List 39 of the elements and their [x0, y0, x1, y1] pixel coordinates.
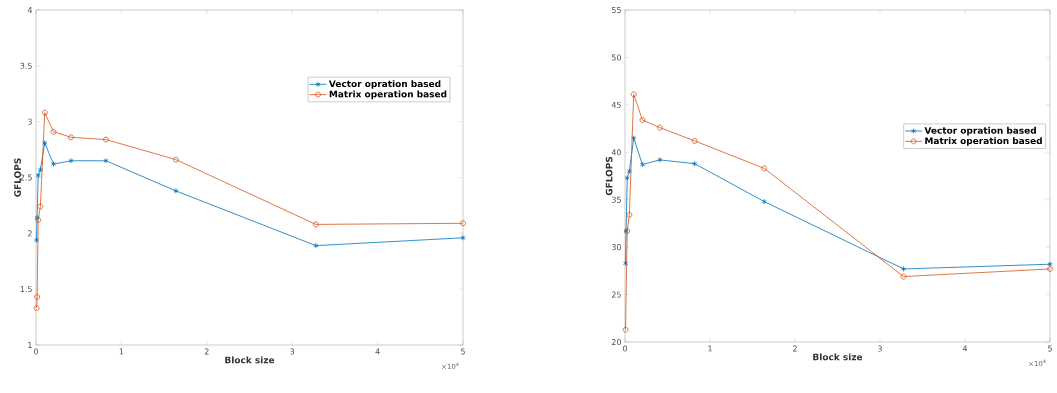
point [35, 172, 41, 179]
point [50, 161, 57, 167]
point [50, 128, 57, 135]
point [630, 91, 637, 98]
point [900, 266, 907, 272]
point [626, 168, 632, 175]
point [173, 156, 179, 163]
point [312, 221, 319, 228]
point [34, 294, 40, 300]
point [103, 157, 109, 164]
legend-label: Matrix operation based [925, 137, 1042, 146]
point [173, 188, 179, 194]
point [900, 273, 907, 280]
point [761, 165, 768, 172]
legend-label: Vector opration based [328, 80, 441, 89]
point [761, 198, 767, 205]
x-axis-title: Block size [225, 356, 275, 364]
y-axis-title: GFLOPS [605, 156, 613, 196]
point [626, 212, 633, 218]
y-axis-title: GFLOPS [14, 158, 21, 197]
point [37, 166, 43, 173]
point [68, 157, 74, 164]
point [631, 135, 637, 141]
point [639, 161, 645, 168]
x-axis-title: Block size [813, 353, 863, 361]
point [313, 242, 319, 249]
legend-label: Vector opration based [924, 126, 1036, 136]
point [624, 175, 630, 181]
point [656, 124, 663, 131]
point [103, 136, 109, 143]
legend-label: Matrix operation based [329, 90, 447, 100]
point [68, 134, 74, 141]
point [639, 117, 646, 123]
point [37, 203, 44, 210]
point [42, 139, 48, 146]
point [692, 160, 698, 167]
point [691, 138, 698, 144]
point [41, 109, 48, 116]
point [657, 156, 663, 163]
